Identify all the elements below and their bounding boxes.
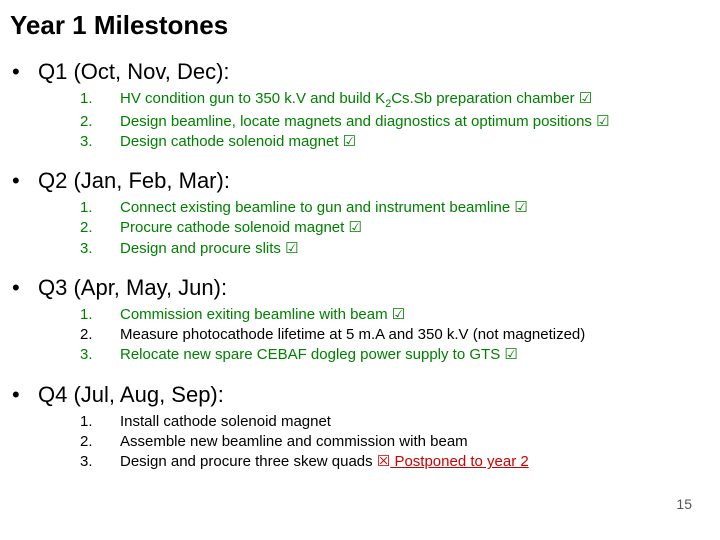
quarter-heading-row: •Q1 (Oct, Nov, Dec): <box>10 59 700 85</box>
check-icon: ☑ <box>514 198 527 218</box>
list-item: 3.Relocate new spare CEBAF dogleg power … <box>80 345 700 365</box>
cross-icon: ☒ <box>377 452 390 472</box>
item-text: Commission exiting beamline with beam ☑ <box>120 305 700 325</box>
list-item: 3.Design and procure three skew quads ☒ … <box>80 452 700 472</box>
item-text: Assemble new beamline and commission wit… <box>120 432 700 452</box>
item-number: 2. <box>80 432 120 452</box>
item-text: Connect existing beamline to gun and ins… <box>120 198 700 218</box>
item-text: Install cathode solenoid magnet <box>120 412 700 432</box>
item-text: Design and procure slits ☑ <box>120 239 700 259</box>
item-text: Design and procure three skew quads ☒ Po… <box>120 452 700 472</box>
check-icon: ☑ <box>504 345 517 365</box>
quarter-items: 1.Commission exiting beamline with beam … <box>80 305 700 366</box>
list-item: 3.Design and procure slits ☑ <box>80 239 700 259</box>
bullet-dot: • <box>10 168 38 194</box>
list-item: 2.Procure cathode solenoid magnet ☑ <box>80 218 700 238</box>
item-number: 3. <box>80 345 120 365</box>
page-number: 15 <box>676 496 692 512</box>
list-item: 1.HV condition gun to 350 k.V and build … <box>80 89 700 112</box>
item-text: Relocate new spare CEBAF dogleg power su… <box>120 345 700 365</box>
item-number: 3. <box>80 239 120 259</box>
item-number: 1. <box>80 412 120 432</box>
check-icon: ☑ <box>285 239 298 259</box>
item-text: Design beamline, locate magnets and diag… <box>120 112 700 132</box>
quarter-items: 1.Install cathode solenoid magnet2.Assem… <box>80 412 700 473</box>
check-icon: ☑ <box>579 89 592 109</box>
list-item: 3.Design cathode solenoid magnet ☑ <box>80 132 700 152</box>
list-item: 2.Assemble new beamline and commission w… <box>80 432 700 452</box>
quarter-heading: Q4 (Jul, Aug, Sep): <box>38 382 224 408</box>
list-item: 2.Measure photocathode lifetime at 5 m.A… <box>80 325 700 345</box>
item-number: 3. <box>80 132 120 152</box>
item-text: Procure cathode solenoid magnet ☑ <box>120 218 700 238</box>
list-item: 2.Design beamline, locate magnets and di… <box>80 112 700 132</box>
quarter-heading: Q3 (Apr, May, Jun): <box>38 275 227 301</box>
item-number: 2. <box>80 325 120 345</box>
list-item: 1.Commission exiting beamline with beam … <box>80 305 700 325</box>
quarter-heading-row: •Q2 (Jan, Feb, Mar): <box>10 168 700 194</box>
item-number: 2. <box>80 218 120 238</box>
quarter-items: 1.HV condition gun to 350 k.V and build … <box>80 89 700 152</box>
quarter-items: 1.Connect existing beamline to gun and i… <box>80 198 700 259</box>
bullet-dot: • <box>10 59 38 85</box>
item-text: HV condition gun to 350 k.V and build K2… <box>120 89 700 112</box>
check-icon: ☑ <box>392 305 405 325</box>
list-item: 1.Install cathode solenoid magnet <box>80 412 700 432</box>
item-number: 1. <box>80 198 120 218</box>
check-icon: ☑ <box>348 218 361 238</box>
quarter-heading: Q1 (Oct, Nov, Dec): <box>38 59 230 85</box>
check-icon: ☑ <box>343 132 356 152</box>
quarter-heading-row: •Q3 (Apr, May, Jun): <box>10 275 700 301</box>
item-number: 1. <box>80 305 120 325</box>
slide-body: •Q1 (Oct, Nov, Dec):1.HV condition gun t… <box>10 59 700 472</box>
bullet-dot: • <box>10 382 38 408</box>
bullet-dot: • <box>10 275 38 301</box>
quarter-heading: Q2 (Jan, Feb, Mar): <box>38 168 230 194</box>
slide-title: Year 1 Milestones <box>10 10 700 41</box>
list-item: 1.Connect existing beamline to gun and i… <box>80 198 700 218</box>
item-number: 3. <box>80 452 120 472</box>
item-number: 2. <box>80 112 120 132</box>
quarter-heading-row: •Q4 (Jul, Aug, Sep): <box>10 382 700 408</box>
item-text: Design cathode solenoid magnet ☑ <box>120 132 700 152</box>
item-number: 1. <box>80 89 120 109</box>
check-icon: ☑ <box>596 112 609 132</box>
item-text: Measure photocathode lifetime at 5 m.A a… <box>120 325 700 345</box>
